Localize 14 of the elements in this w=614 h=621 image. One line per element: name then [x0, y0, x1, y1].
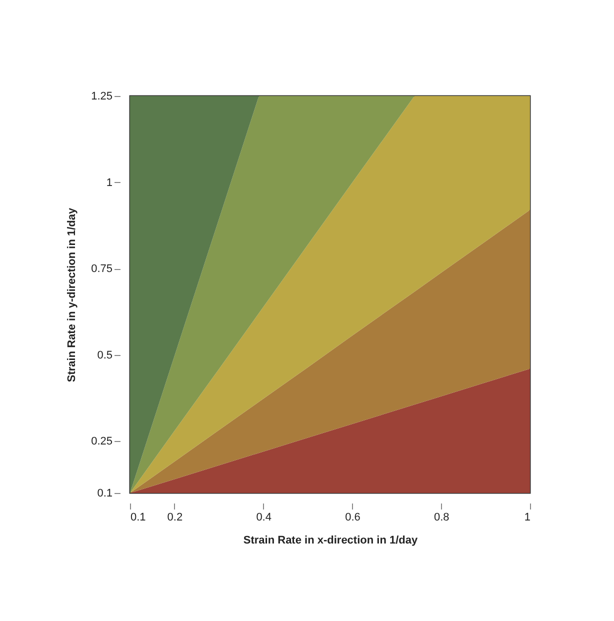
- x-tick-label: 0.8: [434, 512, 450, 524]
- x-tick-label: 1: [524, 512, 530, 524]
- x-tick-label: 0.1: [130, 512, 146, 524]
- x-tick-label: 0.6: [345, 512, 360, 524]
- x-axis-title: Strain Rate in x-direction in 1/day: [243, 534, 418, 546]
- y-tick-label: 1.25: [91, 90, 112, 102]
- y-tick-label: 0.5: [97, 349, 112, 362]
- y-tick-label: 1: [106, 176, 112, 189]
- y-axis-title: Strain Rate in y-direction in 1/day: [66, 207, 78, 382]
- y-tick-label: 0.1: [97, 488, 112, 500]
- x-tick-label: 0.2: [167, 512, 183, 524]
- y-tick-label: 0.75: [91, 263, 112, 276]
- y-tick-label: 0.25: [91, 436, 112, 448]
- x-tick-label: 0.4: [256, 512, 272, 524]
